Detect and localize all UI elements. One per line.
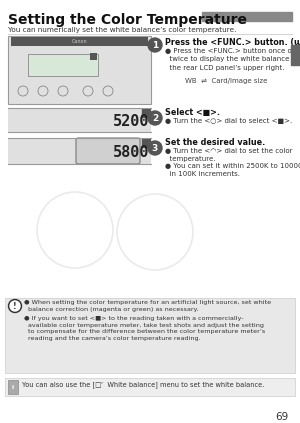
- Circle shape: [148, 111, 162, 125]
- Bar: [5, 298, 295, 373]
- Text: !: !: [13, 302, 17, 310]
- Text: ● If you want to set <■> to the reading taken with a commercially-
  available c: ● If you want to set <■> to the reading …: [24, 316, 265, 341]
- FancyBboxPatch shape: [76, 138, 140, 164]
- Text: 5200: 5200: [112, 113, 149, 129]
- Text: Select <■>.: Select <■>.: [165, 108, 220, 117]
- Bar: [8, 138, 151, 164]
- Text: WB  ⇌  Card/Image size: WB ⇌ Card/Image size: [185, 78, 267, 84]
- Text: ● Turn the <○> dial to select <■>.: ● Turn the <○> dial to select <■>.: [165, 118, 292, 124]
- Circle shape: [148, 38, 162, 52]
- Bar: [8, 108, 151, 132]
- Bar: [28, 54, 98, 76]
- Text: ● Turn the <◠> dial to set the color
  temperature.: ● Turn the <◠> dial to set the color tem…: [165, 148, 292, 162]
- Text: You can numerically set the white balance’s color temperature.: You can numerically set the white balanc…: [8, 27, 236, 33]
- Circle shape: [148, 141, 162, 155]
- Text: Set the desired value.: Set the desired value.: [165, 138, 265, 147]
- Bar: [142, 139, 150, 147]
- Bar: [5, 378, 295, 396]
- Text: 5800: 5800: [112, 145, 149, 159]
- Bar: [8, 36, 151, 104]
- Text: Press the <FUNC.> button. (ɯ6 ): Press the <FUNC.> button. (ɯ6 ): [165, 38, 300, 47]
- Text: You can also use the [□ʳ  White balance] menu to set the white balance.: You can also use the [□ʳ White balance] …: [22, 381, 264, 388]
- Bar: [8, 380, 18, 394]
- Bar: [291, 45, 300, 65]
- Text: ● You can set it within 2500K to 10000K
  in 100K increments.: ● You can set it within 2500K to 10000K …: [165, 163, 300, 177]
- Text: 69: 69: [276, 412, 289, 422]
- Text: Canon: Canon: [72, 38, 87, 44]
- Text: Setting the Color Temperature: Setting the Color Temperature: [8, 13, 247, 27]
- Text: 2: 2: [152, 113, 158, 123]
- Text: i: i: [12, 385, 14, 390]
- Circle shape: [10, 301, 20, 311]
- Bar: [11, 37, 148, 46]
- Text: 3: 3: [152, 143, 158, 153]
- Text: 1: 1: [152, 41, 158, 49]
- Bar: [202, 12, 292, 21]
- Text: ● Press the <FUNC.> button once or
  twice to display the white balance on
  the: ● Press the <FUNC.> button once or twice…: [165, 48, 300, 71]
- Text: ● When setting the color temperature for an artificial light source, set white
 : ● When setting the color temperature for…: [24, 300, 271, 312]
- Bar: [142, 109, 150, 117]
- Bar: [90, 53, 97, 60]
- Circle shape: [8, 299, 22, 313]
